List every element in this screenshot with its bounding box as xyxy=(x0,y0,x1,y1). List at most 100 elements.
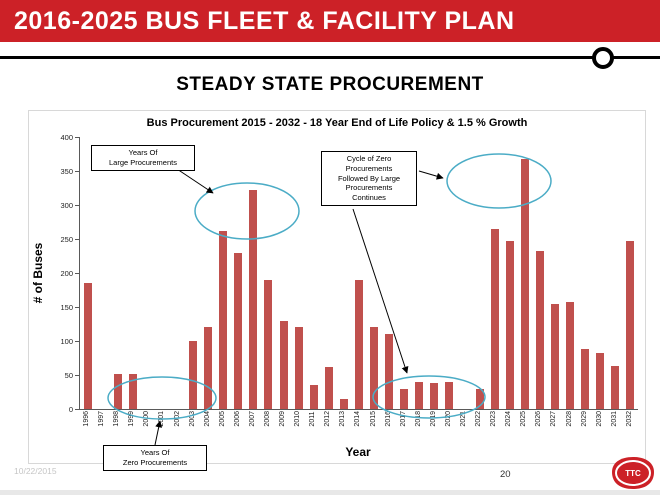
footer-date: 10/22/2015 xyxy=(14,466,57,476)
bar-2006 xyxy=(234,252,243,409)
y-tick-mark xyxy=(75,375,79,376)
x-slot: 2002 xyxy=(169,411,184,427)
bar-2031 xyxy=(611,366,620,409)
bar-2028 xyxy=(566,301,575,409)
x-slot: 2027 xyxy=(546,411,561,427)
x-tick-label: 2007 xyxy=(248,411,256,427)
bar-2009 xyxy=(279,320,288,409)
bar-slot xyxy=(110,137,125,409)
bar-2015 xyxy=(370,327,379,409)
x-slot: 2024 xyxy=(501,411,516,427)
bar-slot xyxy=(502,137,517,409)
x-slot: 2023 xyxy=(486,411,501,427)
bar-slot xyxy=(276,137,291,409)
bar-2005 xyxy=(219,230,228,409)
bar-slot xyxy=(517,137,532,409)
bar-slot xyxy=(170,137,185,409)
bar-slot xyxy=(155,137,170,409)
y-tick-label: 300 xyxy=(60,200,73,210)
bar-slot xyxy=(246,137,261,409)
bar-slot xyxy=(261,137,276,409)
bar-slot xyxy=(442,137,457,409)
bar-2012 xyxy=(324,366,333,409)
x-slot: 2007 xyxy=(245,411,260,427)
y-tick-mark xyxy=(75,171,79,172)
chart-title: Bus Procurement 2015 - 2032 - 18 Year En… xyxy=(146,117,528,129)
bar-slot xyxy=(427,137,442,409)
x-axis-label: Year xyxy=(345,445,371,459)
x-slot: 2015 xyxy=(365,411,380,427)
bar-2017 xyxy=(400,388,409,409)
x-tick-label: 2006 xyxy=(233,411,241,427)
x-tick-label: 2029 xyxy=(580,411,588,427)
bar-2024 xyxy=(505,241,514,409)
bar-2014 xyxy=(354,279,363,409)
y-tick-label: 200 xyxy=(60,268,73,278)
y-tick-label: 350 xyxy=(60,166,73,176)
bar-2026 xyxy=(535,251,544,409)
x-tick-label: 2003 xyxy=(188,411,196,427)
annotation-zero-procurements: Years Of Zero Procurements xyxy=(103,445,207,471)
x-tick-label: 2004 xyxy=(203,411,211,427)
bar-slot xyxy=(321,137,336,409)
bar-2020 xyxy=(445,381,454,409)
x-slot: 2022 xyxy=(471,411,486,427)
bar-1999 xyxy=(128,373,137,409)
x-tick-label: 2023 xyxy=(490,411,498,427)
x-tick-label: 2020 xyxy=(444,411,452,427)
bar-slot xyxy=(487,137,502,409)
x-slot: 2031 xyxy=(607,411,622,427)
x-tick-label: 2024 xyxy=(505,411,513,427)
bar-1998 xyxy=(113,373,122,409)
x-axis-labels: 1996 1997 1998 1999 2000 2001 2002 2003 2004 2005… xyxy=(79,411,637,427)
slide-header: 2016-2025 BUS FLEET & FACILITY PLAN xyxy=(0,0,660,42)
bar-slot xyxy=(306,137,321,409)
bar-slot xyxy=(547,137,562,409)
x-tick-label: 1997 xyxy=(98,411,106,427)
x-tick-label: 2026 xyxy=(535,411,543,427)
bar-2010 xyxy=(294,327,303,409)
x-slot: 2016 xyxy=(381,411,396,427)
x-slot: 2021 xyxy=(456,411,471,427)
x-slot: 1997 xyxy=(94,411,109,427)
x-slot: 1999 xyxy=(124,411,139,427)
bar-slot xyxy=(336,137,351,409)
bar-slot xyxy=(186,137,201,409)
bar-2007 xyxy=(249,190,258,409)
bar-slot xyxy=(578,137,593,409)
x-slot: 2003 xyxy=(185,411,200,427)
bar-slot xyxy=(532,137,547,409)
bar-2018 xyxy=(415,381,424,409)
x-tick-label: 2032 xyxy=(625,411,633,427)
y-tick-label: 100 xyxy=(60,336,73,346)
y-tick-label: 250 xyxy=(60,234,73,244)
y-tick-label: 150 xyxy=(60,302,73,312)
y-tick-label: 400 xyxy=(60,132,73,142)
x-slot: 2020 xyxy=(441,411,456,427)
x-tick-label: 2025 xyxy=(520,411,528,427)
x-slot: 2029 xyxy=(577,411,592,427)
bar-2032 xyxy=(626,241,635,409)
bar-2008 xyxy=(264,279,273,409)
bar-slot xyxy=(95,137,110,409)
bar-2025 xyxy=(520,158,529,409)
x-slot: 2009 xyxy=(275,411,290,427)
x-slot: 2019 xyxy=(426,411,441,427)
section-title: STEADY STATE PROCUREMENT xyxy=(176,74,484,95)
y-tick-label: 50 xyxy=(64,370,73,380)
bar-slot xyxy=(140,137,155,409)
page-number: 20 xyxy=(500,469,511,480)
x-slot: 2030 xyxy=(592,411,607,427)
x-slot: 2014 xyxy=(350,411,365,427)
bar-2003 xyxy=(189,341,198,409)
x-slot: 2006 xyxy=(230,411,245,427)
x-slot: 2028 xyxy=(562,411,577,427)
bar-1996 xyxy=(83,283,92,409)
x-tick-label: 1996 xyxy=(83,411,91,427)
bar-slot xyxy=(291,137,306,409)
x-slot: 2017 xyxy=(396,411,411,427)
svg-text:TTC: TTC xyxy=(625,469,641,478)
x-slot: 2018 xyxy=(411,411,426,427)
x-tick-label: 2028 xyxy=(565,411,573,427)
